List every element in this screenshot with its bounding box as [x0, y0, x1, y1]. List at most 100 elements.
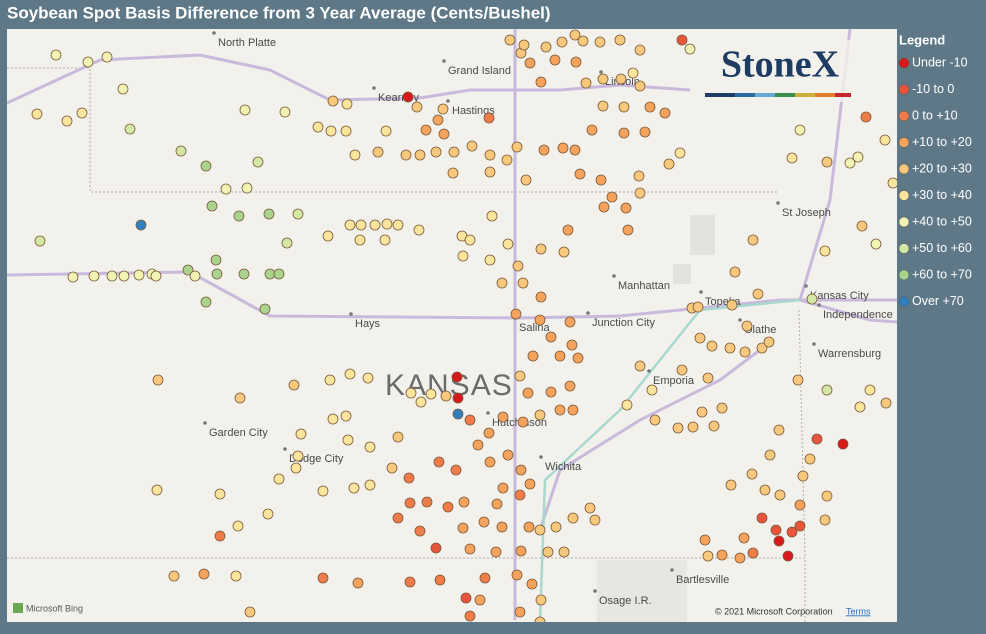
- location-dot[interactable]: [252, 156, 264, 168]
- location-dot[interactable]: [879, 134, 891, 146]
- location-dot[interactable]: [724, 342, 736, 354]
- location-dot[interactable]: [517, 277, 529, 289]
- location-dot[interactable]: [379, 234, 391, 246]
- location-dot[interactable]: [324, 374, 336, 386]
- legend-item[interactable]: +60 to +70: [912, 267, 972, 281]
- location-dot[interactable]: [381, 218, 393, 230]
- location-dot[interactable]: [597, 100, 609, 112]
- location-dot[interactable]: [434, 574, 446, 586]
- location-dot[interactable]: [756, 512, 768, 524]
- location-dot[interactable]: [557, 142, 569, 154]
- location-dot[interactable]: [672, 422, 684, 434]
- location-dot[interactable]: [887, 177, 898, 189]
- location-dot[interactable]: [464, 543, 476, 555]
- location-dot[interactable]: [452, 408, 464, 420]
- location-dot[interactable]: [372, 146, 384, 158]
- location-dot[interactable]: [514, 606, 526, 618]
- location-dot[interactable]: [595, 174, 607, 186]
- location-dot[interactable]: [854, 401, 866, 413]
- location-dot[interactable]: [464, 414, 476, 426]
- location-dot[interactable]: [491, 498, 503, 510]
- location-dot[interactable]: [474, 594, 486, 606]
- location-dot[interactable]: [211, 268, 223, 280]
- location-dot[interactable]: [198, 568, 210, 580]
- location-dot[interactable]: [484, 149, 496, 161]
- location-dot[interactable]: [702, 550, 714, 562]
- location-dot[interactable]: [634, 44, 646, 56]
- location-dot[interactable]: [786, 152, 798, 164]
- location-dot[interactable]: [844, 157, 856, 169]
- location-dot[interactable]: [486, 210, 498, 222]
- location-dot[interactable]: [676, 364, 688, 376]
- location-dot[interactable]: [400, 149, 412, 161]
- location-dot[interactable]: [425, 388, 437, 400]
- location-dot[interactable]: [214, 488, 226, 500]
- location-dot[interactable]: [663, 158, 675, 170]
- location-dot[interactable]: [535, 76, 547, 88]
- location-dot[interactable]: [133, 269, 145, 281]
- location-dot[interactable]: [534, 314, 546, 326]
- location-dot[interactable]: [340, 125, 352, 137]
- location-dot[interactable]: [325, 125, 337, 137]
- location-dot[interactable]: [232, 520, 244, 532]
- location-dot[interactable]: [856, 220, 868, 232]
- location-dot[interactable]: [354, 234, 366, 246]
- location-dot[interactable]: [200, 160, 212, 172]
- location-dot[interactable]: [580, 77, 592, 89]
- location-dot[interactable]: [404, 497, 416, 509]
- location-dot[interactable]: [517, 416, 529, 428]
- location-dot[interactable]: [634, 187, 646, 199]
- location-dot[interactable]: [806, 293, 818, 305]
- location-dot[interactable]: [821, 156, 833, 168]
- location-dot[interactable]: [31, 108, 43, 120]
- location-dot[interactable]: [438, 128, 450, 140]
- location-dot[interactable]: [819, 514, 831, 526]
- location-dot[interactable]: [674, 147, 686, 159]
- location-dot[interactable]: [234, 392, 246, 404]
- location-dot[interactable]: [421, 496, 433, 508]
- location-dot[interactable]: [564, 316, 576, 328]
- location-dot[interactable]: [821, 490, 833, 502]
- location-dot[interactable]: [584, 502, 596, 514]
- location-dot[interactable]: [634, 360, 646, 372]
- location-dot[interactable]: [380, 125, 392, 137]
- location-dot[interactable]: [747, 234, 759, 246]
- legend-item[interactable]: +20 to +30: [912, 161, 972, 175]
- location-dot[interactable]: [782, 550, 794, 562]
- location-dot[interactable]: [639, 126, 651, 138]
- location-dot[interactable]: [684, 43, 696, 55]
- location-dot[interactable]: [364, 479, 376, 491]
- location-dot[interactable]: [458, 496, 470, 508]
- location-dot[interactable]: [597, 73, 609, 85]
- location-dot[interactable]: [404, 576, 416, 588]
- location-dot[interactable]: [572, 352, 584, 364]
- location-dot[interactable]: [88, 270, 100, 282]
- location-dot[interactable]: [534, 409, 546, 421]
- location-dot[interactable]: [558, 246, 570, 258]
- location-dot[interactable]: [545, 331, 557, 343]
- location-dot[interactable]: [746, 468, 758, 480]
- location-dot[interactable]: [545, 386, 557, 398]
- location-dot[interactable]: [497, 482, 509, 494]
- location-dot[interactable]: [440, 390, 452, 402]
- location-dot[interactable]: [175, 145, 187, 157]
- location-dot[interactable]: [50, 49, 62, 61]
- location-dot[interactable]: [150, 270, 162, 282]
- location-dot[interactable]: [696, 406, 708, 418]
- location-dot[interactable]: [76, 107, 88, 119]
- location-dot[interactable]: [540, 41, 552, 53]
- location-dot[interactable]: [819, 245, 831, 257]
- location-dot[interactable]: [352, 577, 364, 589]
- legend-item[interactable]: +50 to +60: [912, 241, 972, 255]
- location-dot[interactable]: [61, 115, 73, 127]
- location-dot[interactable]: [484, 456, 496, 468]
- location-dot[interactable]: [292, 450, 304, 462]
- location-dot[interactable]: [589, 514, 601, 526]
- location-dot[interactable]: [403, 472, 415, 484]
- location-dot[interactable]: [414, 149, 426, 161]
- location-dot[interactable]: [312, 121, 324, 133]
- location-dot[interactable]: [535, 594, 547, 606]
- location-dot[interactable]: [392, 512, 404, 524]
- location-dot[interactable]: [442, 501, 454, 513]
- location-dot[interactable]: [726, 299, 738, 311]
